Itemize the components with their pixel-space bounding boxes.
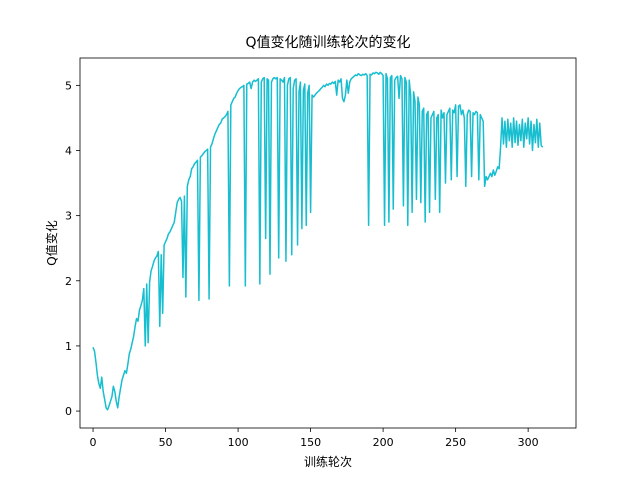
x-tick-label: 200 (373, 436, 394, 449)
y-tick-label: 0 (65, 405, 72, 418)
x-tick-label: 250 (445, 436, 466, 449)
x-axis-label: 训练轮次 (304, 454, 352, 469)
x-tick-label: 50 (159, 436, 173, 449)
chart-title: Q值变化随训练轮次的变化 (245, 35, 410, 51)
plot-area: 0 50 100 150 200 250 300 0 1 2 3 4 5 (65, 57, 577, 449)
x-tick-label: 0 (90, 436, 97, 449)
x-tick-label: 300 (518, 436, 539, 449)
x-axis-ticks: 0 50 100 150 200 250 300 (90, 428, 539, 449)
y-tick-label: 5 (65, 79, 72, 92)
y-tick-label: 1 (65, 340, 72, 353)
y-tick-label: 2 (65, 275, 72, 288)
y-axis-label: Q值变化 (44, 220, 59, 265)
x-tick-label: 100 (228, 436, 249, 449)
y-tick-label: 4 (65, 145, 72, 158)
series-line-0 (92, 71, 544, 411)
y-axis-ticks: 0 1 2 3 4 5 (65, 79, 80, 418)
series-layer (92, 71, 544, 411)
axes-frame (79, 57, 577, 429)
x-tick-label: 150 (300, 436, 321, 449)
y-tick-label: 3 (65, 210, 72, 223)
